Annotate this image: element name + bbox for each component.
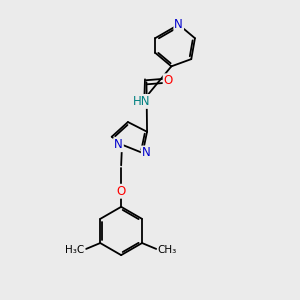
Text: CH₃: CH₃ [158, 245, 177, 255]
Text: N: N [142, 146, 151, 159]
Text: O: O [116, 185, 126, 198]
Text: O: O [164, 74, 173, 87]
Text: N: N [114, 138, 123, 151]
Text: N: N [174, 18, 183, 31]
Text: H₃C: H₃C [65, 245, 85, 255]
Text: HN: HN [133, 95, 151, 108]
